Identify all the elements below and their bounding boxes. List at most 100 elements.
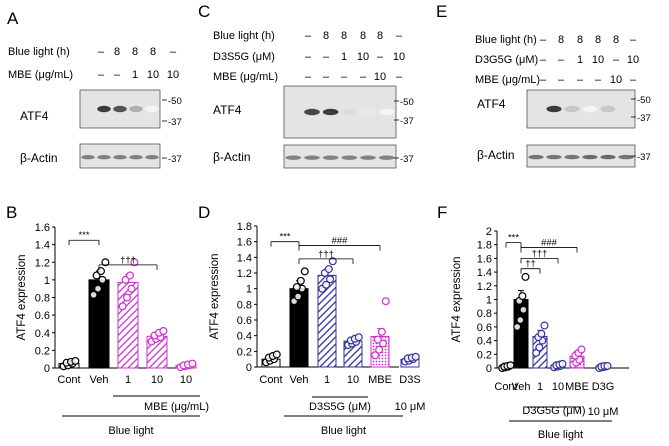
protein-band <box>341 155 358 160</box>
panel-letter: F <box>437 203 447 222</box>
condition-value: – <box>540 54 547 66</box>
condition-value: – <box>630 74 637 86</box>
y-tick-label: 0.2 <box>35 345 50 357</box>
protein-band <box>129 155 143 160</box>
protein-band <box>378 108 395 116</box>
data-point <box>535 343 544 352</box>
data-point <box>537 329 546 338</box>
blue-light-label: Blue light <box>321 425 366 437</box>
data-point <box>130 258 139 267</box>
protein-band <box>600 154 616 160</box>
data-point <box>159 326 168 335</box>
y-tick-label: 1.8 <box>237 221 252 233</box>
condition-value: – <box>540 34 547 46</box>
data-point <box>379 339 388 348</box>
marker-label: -37 <box>168 154 182 165</box>
marker-label: -37 <box>637 152 651 163</box>
marker-label: -37 <box>637 113 651 124</box>
protein-band <box>304 155 320 160</box>
condition-value: – <box>305 30 312 42</box>
protein-band <box>322 108 339 116</box>
condition-value: 10 <box>393 51 405 63</box>
x-tick-label: Cont <box>494 381 517 393</box>
panel-letter: D <box>198 203 210 222</box>
condition-value: 8 <box>377 30 383 42</box>
y-tick-label: 0.6 <box>35 310 50 322</box>
condition-value: – <box>98 69 105 81</box>
extra-label: 10 μM <box>395 401 426 413</box>
y-tick-label: 1 <box>486 295 492 307</box>
x-tick-label: Cont <box>57 374 80 386</box>
marker-label: -37 <box>400 154 414 165</box>
y-tick-label: 0.6 <box>237 315 252 327</box>
data-point <box>118 302 127 311</box>
condition-label: D3G5G (μM) <box>475 54 538 66</box>
protein-band <box>81 155 95 160</box>
condition-value: – <box>323 51 330 63</box>
y-tick-label: 1.2 <box>237 268 252 280</box>
data-point <box>540 321 549 330</box>
data-point <box>292 283 301 292</box>
sig-label: *** <box>279 232 290 243</box>
data-point <box>516 316 525 325</box>
data-point <box>326 275 335 284</box>
condition-label: Blue light (h) <box>475 34 537 46</box>
protein-band <box>285 155 302 160</box>
data-point <box>518 292 527 301</box>
data-point <box>513 322 522 331</box>
condition-value: – <box>305 71 312 83</box>
condition-value: – <box>341 71 348 83</box>
y-tick-label: 1.4 <box>477 267 492 279</box>
y-tick-label: 1 <box>44 275 50 287</box>
condition-value: 10 <box>610 74 622 86</box>
condition-value: – <box>396 71 403 83</box>
x-tick-label: 10 <box>180 374 192 386</box>
protein-band <box>145 105 159 113</box>
protein-band <box>360 155 376 160</box>
data-point <box>577 345 586 354</box>
condition-value: – <box>540 74 547 86</box>
x-tick-label: 1 <box>537 381 543 393</box>
data-point <box>519 305 528 314</box>
sig-label: †† <box>525 259 536 270</box>
extra-label: 10 μM <box>588 406 619 418</box>
blue-light-label: Blue light <box>108 425 153 437</box>
condition-value: – <box>558 54 565 66</box>
y-tick-label: 1.6 <box>237 237 252 249</box>
marker-label: -50 <box>400 97 414 108</box>
chart-panel-d: D 0 0.2 0.4 0.6 0.8 1 1.2 1.4 1.6 1.8 ATF4 expressi… <box>198 203 425 437</box>
data-point <box>294 292 303 301</box>
condition-label: MBE (μg/mL) <box>8 69 73 81</box>
condition-value: 10 <box>374 71 386 83</box>
y-tick-label: 0 <box>486 363 492 375</box>
condition-value: 10 <box>357 51 369 63</box>
marker-label: -37 <box>168 117 182 128</box>
x-tick-label: Veh <box>512 381 531 393</box>
x-tick-label: MBE <box>565 381 589 393</box>
condition-value: 1 <box>132 69 138 81</box>
condition-value: – <box>558 74 565 86</box>
condition-value: 10 <box>592 54 604 66</box>
condition-label: MBE (μg/mL) <box>213 71 278 83</box>
condition-label: Blue light (h) <box>8 46 70 58</box>
x-tick-label: D3G <box>592 381 615 393</box>
data-point <box>377 327 386 336</box>
data-point <box>98 275 107 284</box>
protein-band <box>564 105 580 113</box>
condition-value: – <box>323 71 330 83</box>
condition-value: – <box>98 46 105 58</box>
data-point <box>101 258 110 267</box>
panel-letter: E <box>436 2 447 21</box>
protein-band <box>129 105 143 113</box>
panel-letter: A <box>7 9 19 28</box>
data-point <box>506 361 515 370</box>
y-tick-label: 1.4 <box>35 240 50 252</box>
condition-label: D3S5G (μM) <box>213 51 275 63</box>
condition-value: 1 <box>341 51 347 63</box>
protein-band <box>360 108 376 116</box>
data-point <box>125 271 134 280</box>
y-tick-label: 2 <box>486 226 492 238</box>
